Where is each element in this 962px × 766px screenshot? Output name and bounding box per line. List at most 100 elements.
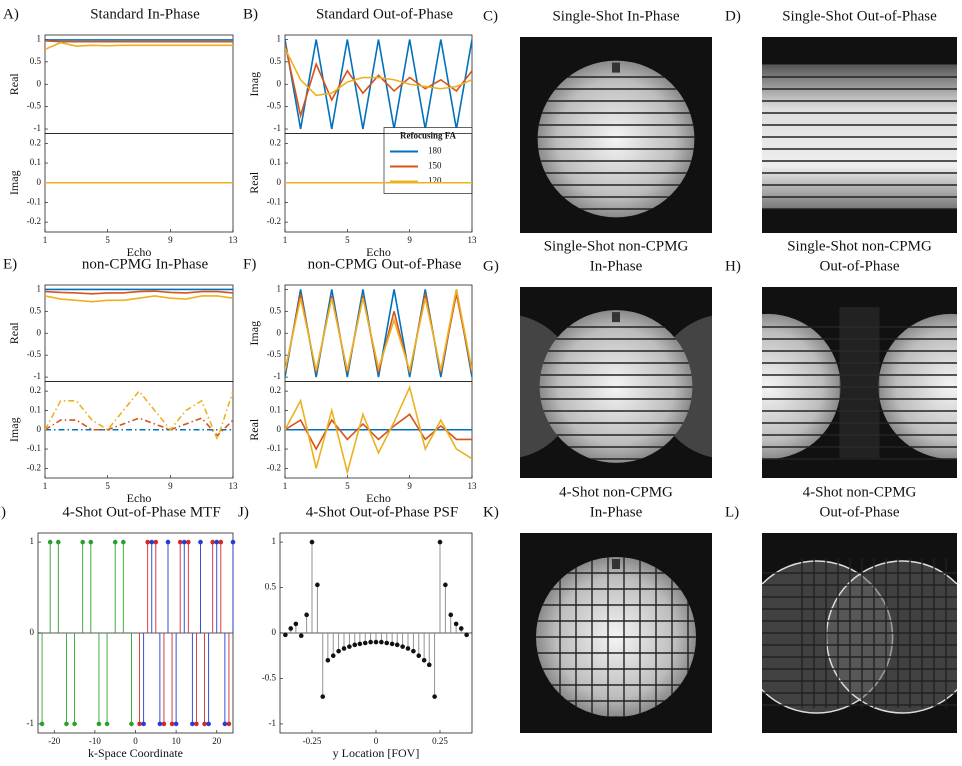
x-axis-label: y Location [FOV] [333,746,420,760]
y-tick-label: -0.1 [27,197,41,207]
x-tick-label: 13 [229,481,239,491]
y-axis-label: Imag [247,321,261,346]
stem-marker [309,539,315,545]
y-tick-label: 0.1 [270,157,281,167]
x-tick-label: 9 [407,481,412,491]
x-axis-label: Echo [366,245,391,259]
series-line [285,413,472,451]
x-tick-label: 13 [468,481,478,491]
x-axis-label: Echo [366,491,391,505]
stem-marker [288,626,294,631]
y-tick-label: -0.2 [267,216,281,226]
y-tick-label: -1 [274,371,282,381]
y-tick-label: 0 [30,627,35,637]
marker [612,312,620,323]
stem-marker [214,539,220,545]
stem-marker [104,721,110,727]
legend-label: 120 [428,176,442,186]
series-line [45,389,233,442]
stem-marker [315,582,320,588]
y-tick-label: 0 [37,78,42,88]
image-title: Single-Shot non-CPMG [787,238,932,254]
y-tick-label: 0.5 [30,56,42,66]
stem-marker [141,721,146,727]
chart-title: Standard Out-of-Phase [316,6,453,22]
stem-marker [394,642,400,648]
image-title: Single-Shot In-Phase [552,8,679,24]
stem-marker [357,641,363,647]
series-line [45,290,233,295]
panel-label: B) [243,6,258,22]
x-tick-label: 10 [172,736,182,746]
panel-label: L) [725,504,739,520]
stem-marker [416,653,422,659]
stem-marker [72,721,77,727]
x-tick-label: -0.25 [303,736,322,746]
stem-marker [88,539,94,545]
y-tick-label: 0.5 [30,305,42,315]
x-tick-label: 0 [374,736,379,746]
x-tick-label: 9 [168,481,173,491]
series-line [285,48,472,97]
y-tick-label: 0.2 [270,137,281,147]
stem-marker [206,721,211,727]
stem-marker [336,648,341,654]
shade [839,307,880,458]
series-line [285,384,472,476]
y-tick-label: 0 [37,327,42,337]
stem-marker [405,646,411,651]
marker [612,62,620,73]
mri-image [762,287,957,478]
stem-marker [157,721,163,727]
grid-stripes [762,558,957,708]
stem-marker [421,657,427,663]
y-tick-label: 0.2 [30,385,41,395]
grid-stripes [762,76,957,210]
x-tick-label: 1 [43,481,48,491]
stem-marker [161,721,167,727]
axes-frame [284,34,473,134]
mri-image [762,37,957,233]
chart-title: 4-Shot Out-of-Phase PSF [306,504,459,520]
x-tick-label: 13 [468,235,478,245]
legend-label: 150 [428,161,442,171]
x-tick-label: 5 [105,235,110,245]
x-tick-label: 20 [212,736,222,746]
y-axis-label: Real [247,418,261,441]
y-tick-label: -1 [34,123,42,133]
series-line [45,295,233,303]
stem-marker [453,621,459,627]
stem-marker [230,539,236,545]
x-tick-label: 5 [345,235,350,245]
y-tick-label: -0.5 [267,101,282,111]
stem-marker [47,539,53,545]
x-tick-label: 1 [283,235,288,245]
stem-marker [320,694,326,699]
stem-marker [330,653,336,659]
y-axis-label: Imag [247,72,261,97]
stem-marker [368,639,373,645]
y-tick-label: 1 [272,536,277,546]
image-title: Single-Shot Out-of-Phase [782,8,937,24]
stem-marker [165,539,171,545]
stem-marker [426,662,432,668]
panel-label: E) [3,256,17,272]
stem-marker [411,648,416,654]
y-axis-label: Imag [7,417,21,442]
stem-marker [137,721,142,727]
stem-marker [198,539,203,545]
y-tick-label: -1 [34,371,42,381]
y-axis-label: Real [7,73,21,96]
stem-marker [145,539,150,545]
x-axis-label: Echo [127,245,152,259]
y-tick-label: -1 [27,718,35,728]
stem-marker [96,721,102,727]
y-tick-label: 1 [277,34,282,44]
stem-marker [325,657,331,663]
y-tick-label: -0.2 [27,462,41,472]
x-axis-label: Echo [127,491,152,505]
panel-label: G) [483,258,499,274]
stem-marker [173,721,179,727]
series-line [285,289,472,374]
